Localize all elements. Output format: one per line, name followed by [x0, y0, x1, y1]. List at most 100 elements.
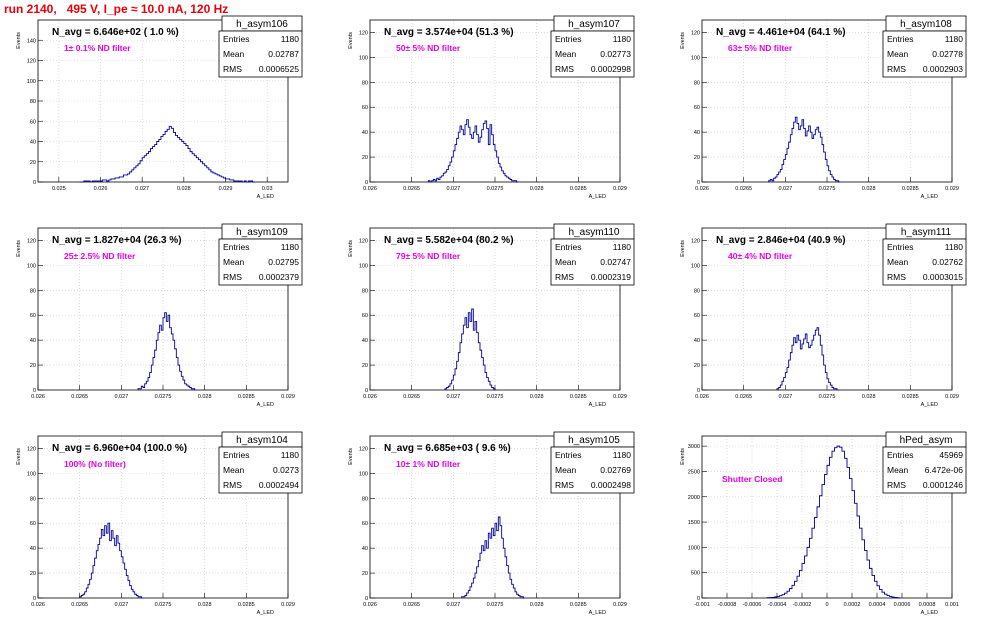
y-tick-label: 40 — [362, 546, 368, 552]
x-tick-label: 0.028 — [530, 394, 544, 400]
stats-title: h_asym109 — [236, 227, 288, 238]
histogram-pad-h_asym109: 0.026 0.0265 0.027 0.0275 0.028 0.0285 0.029 0 2… — [16, 223, 303, 408]
stats-box: hPed_asym Entries 45969 Mean 6.472e-06 RMS 0.0… — [882, 431, 967, 494]
histogram-pad-h_asym104: 0.026 0.0265 0.027 0.0275 0.028 0.0285 0.029 0 2… — [16, 431, 303, 616]
y-tick-label: 0 — [697, 180, 700, 186]
y-tick-label: 0 — [697, 596, 700, 602]
y-tick-label: 100 — [359, 471, 368, 477]
x-axis-title: A_LED — [589, 610, 606, 616]
filter-note: 63± 5% ND filter — [728, 43, 793, 53]
x-tick-label: 0.0285 — [902, 186, 919, 192]
y-axis-title: Events — [680, 32, 686, 49]
x-tick-label: 0.028 — [862, 394, 876, 400]
y-tick-label: 80 — [30, 496, 36, 502]
stats-value: 1180 — [613, 242, 632, 252]
x-tick-label: 0.027 — [114, 394, 128, 400]
stats-label: Mean — [555, 49, 577, 59]
filter-note: 40± 4% ND filter — [728, 251, 793, 261]
x-tick-label: 0.026 — [94, 186, 108, 192]
x-tick-label: 0.0265 — [71, 394, 88, 400]
stats-label: Entries — [887, 450, 913, 460]
y-tick-label: 40 — [694, 338, 700, 344]
y-tick-label: 500 — [691, 571, 700, 577]
x-tick-label: -0.001 — [694, 602, 710, 608]
stats-value: 0.0002498 — [591, 480, 631, 490]
stats-box: h_asym107 Entries 1180 Mean 0.02773 RMS 0.0002… — [550, 15, 635, 78]
stats-value: 0.0002903 — [923, 64, 963, 74]
x-axis-title: A_LED — [921, 610, 938, 616]
stats-value: 1180 — [281, 34, 300, 44]
x-tick-label: 0.0285 — [902, 394, 919, 400]
y-tick-label: 100 — [359, 55, 368, 61]
stats-body-box — [882, 238, 967, 286]
stats-value: 0.02773 — [600, 49, 631, 59]
stats-label: Mean — [223, 49, 245, 59]
y-tick-label: 60 — [362, 521, 368, 527]
x-tick-label: 0.029 — [281, 602, 295, 608]
y-axis-title: Events — [348, 32, 354, 49]
y-axis-title: Events — [348, 240, 354, 257]
y-tick-label: 20 — [362, 155, 368, 161]
x-tick-label: 0.0275 — [487, 394, 504, 400]
y-tick-label: 0 — [33, 596, 36, 602]
stats-value: 0.0003015 — [923, 272, 963, 282]
y-tick-label: 20 — [362, 363, 368, 369]
y-tick-label: 100 — [27, 471, 36, 477]
y-tick-label: 1000 — [688, 545, 700, 551]
histogram-pad-h_asym105: 0.026 0.0265 0.027 0.0275 0.028 0.0285 0.029 0 2… — [348, 431, 635, 616]
stats-title: h_asym111 — [901, 227, 952, 238]
y-axis-title: Events — [680, 448, 686, 465]
x-tick-label: 0.029 — [219, 186, 233, 192]
stats-value: 0.0002494 — [259, 480, 299, 490]
histogram-pad-h_asym111: 0.026 0.0265 0.027 0.0275 0.028 0.0285 0.029 0 2… — [680, 223, 967, 408]
stats-label: RMS — [887, 272, 906, 282]
stats-label: Mean — [887, 49, 909, 59]
histogram-line — [776, 327, 839, 391]
x-tick-label: 0.026 — [695, 186, 709, 192]
x-axis-title: A_LED — [257, 610, 274, 616]
stats-label: RMS — [223, 272, 242, 282]
x-tick-label: 0.026 — [31, 602, 45, 608]
filter-note: Shutter Closed — [722, 474, 782, 484]
x-tick-label: 0.0285 — [570, 186, 587, 192]
stats-label: Entries — [887, 34, 913, 44]
y-tick-label: 40 — [30, 546, 36, 552]
x-tick-label: 0.027 — [446, 602, 460, 608]
y-axis-title: Events — [16, 32, 22, 49]
stats-box: h_asym110 Entries 1180 Mean 0.02747 RMS 0.0002… — [550, 223, 635, 286]
x-tick-label: -0.0002 — [793, 602, 812, 608]
x-tick-label: 0.0275 — [819, 394, 836, 400]
stats-value: 1180 — [281, 450, 300, 460]
stats-value: 0.0006525 — [259, 64, 299, 74]
x-axis-title: A_LED — [921, 402, 938, 408]
navg-label: N_avg = 2.846e+04 (40.9 %) — [716, 235, 846, 246]
histogram-line — [444, 308, 497, 391]
stats-value: 0.0002319 — [591, 272, 631, 282]
x-tick-label: 0.0285 — [570, 394, 587, 400]
x-tick-label: 0.026 — [363, 602, 377, 608]
y-tick-label: 2500 — [688, 469, 700, 475]
x-tick-label: 0.026 — [695, 394, 709, 400]
y-tick-label: 60 — [362, 105, 368, 111]
navg-label: N_avg = 4.461e+04 (64.1 %) — [716, 27, 846, 38]
x-axis-title: A_LED — [921, 194, 938, 200]
y-tick-label: 120 — [359, 238, 368, 244]
y-tick-label: 60 — [30, 313, 36, 319]
histogram-line — [137, 312, 197, 391]
x-tick-label: 0.027 — [446, 186, 460, 192]
stats-value: 0.0001246 — [923, 480, 963, 490]
stats-label: Entries — [223, 34, 249, 44]
histogram-pad-h_asym107: 0.026 0.0265 0.027 0.0275 0.028 0.0285 0.029 0 2… — [348, 15, 635, 200]
x-tick-label: 0.027 — [446, 394, 460, 400]
x-tick-label: 0.028 — [530, 602, 544, 608]
y-tick-label: 20 — [362, 571, 368, 577]
x-tick-label: -0.0004 — [768, 602, 787, 608]
y-tick-label: 120 — [691, 30, 700, 36]
stats-label: RMS — [223, 64, 242, 74]
y-tick-label: 60 — [694, 105, 700, 111]
y-tick-label: 2000 — [688, 495, 700, 501]
y-axis-title: Events — [348, 448, 354, 465]
stats-body-box — [550, 238, 635, 286]
y-tick-label: 80 — [694, 80, 700, 86]
